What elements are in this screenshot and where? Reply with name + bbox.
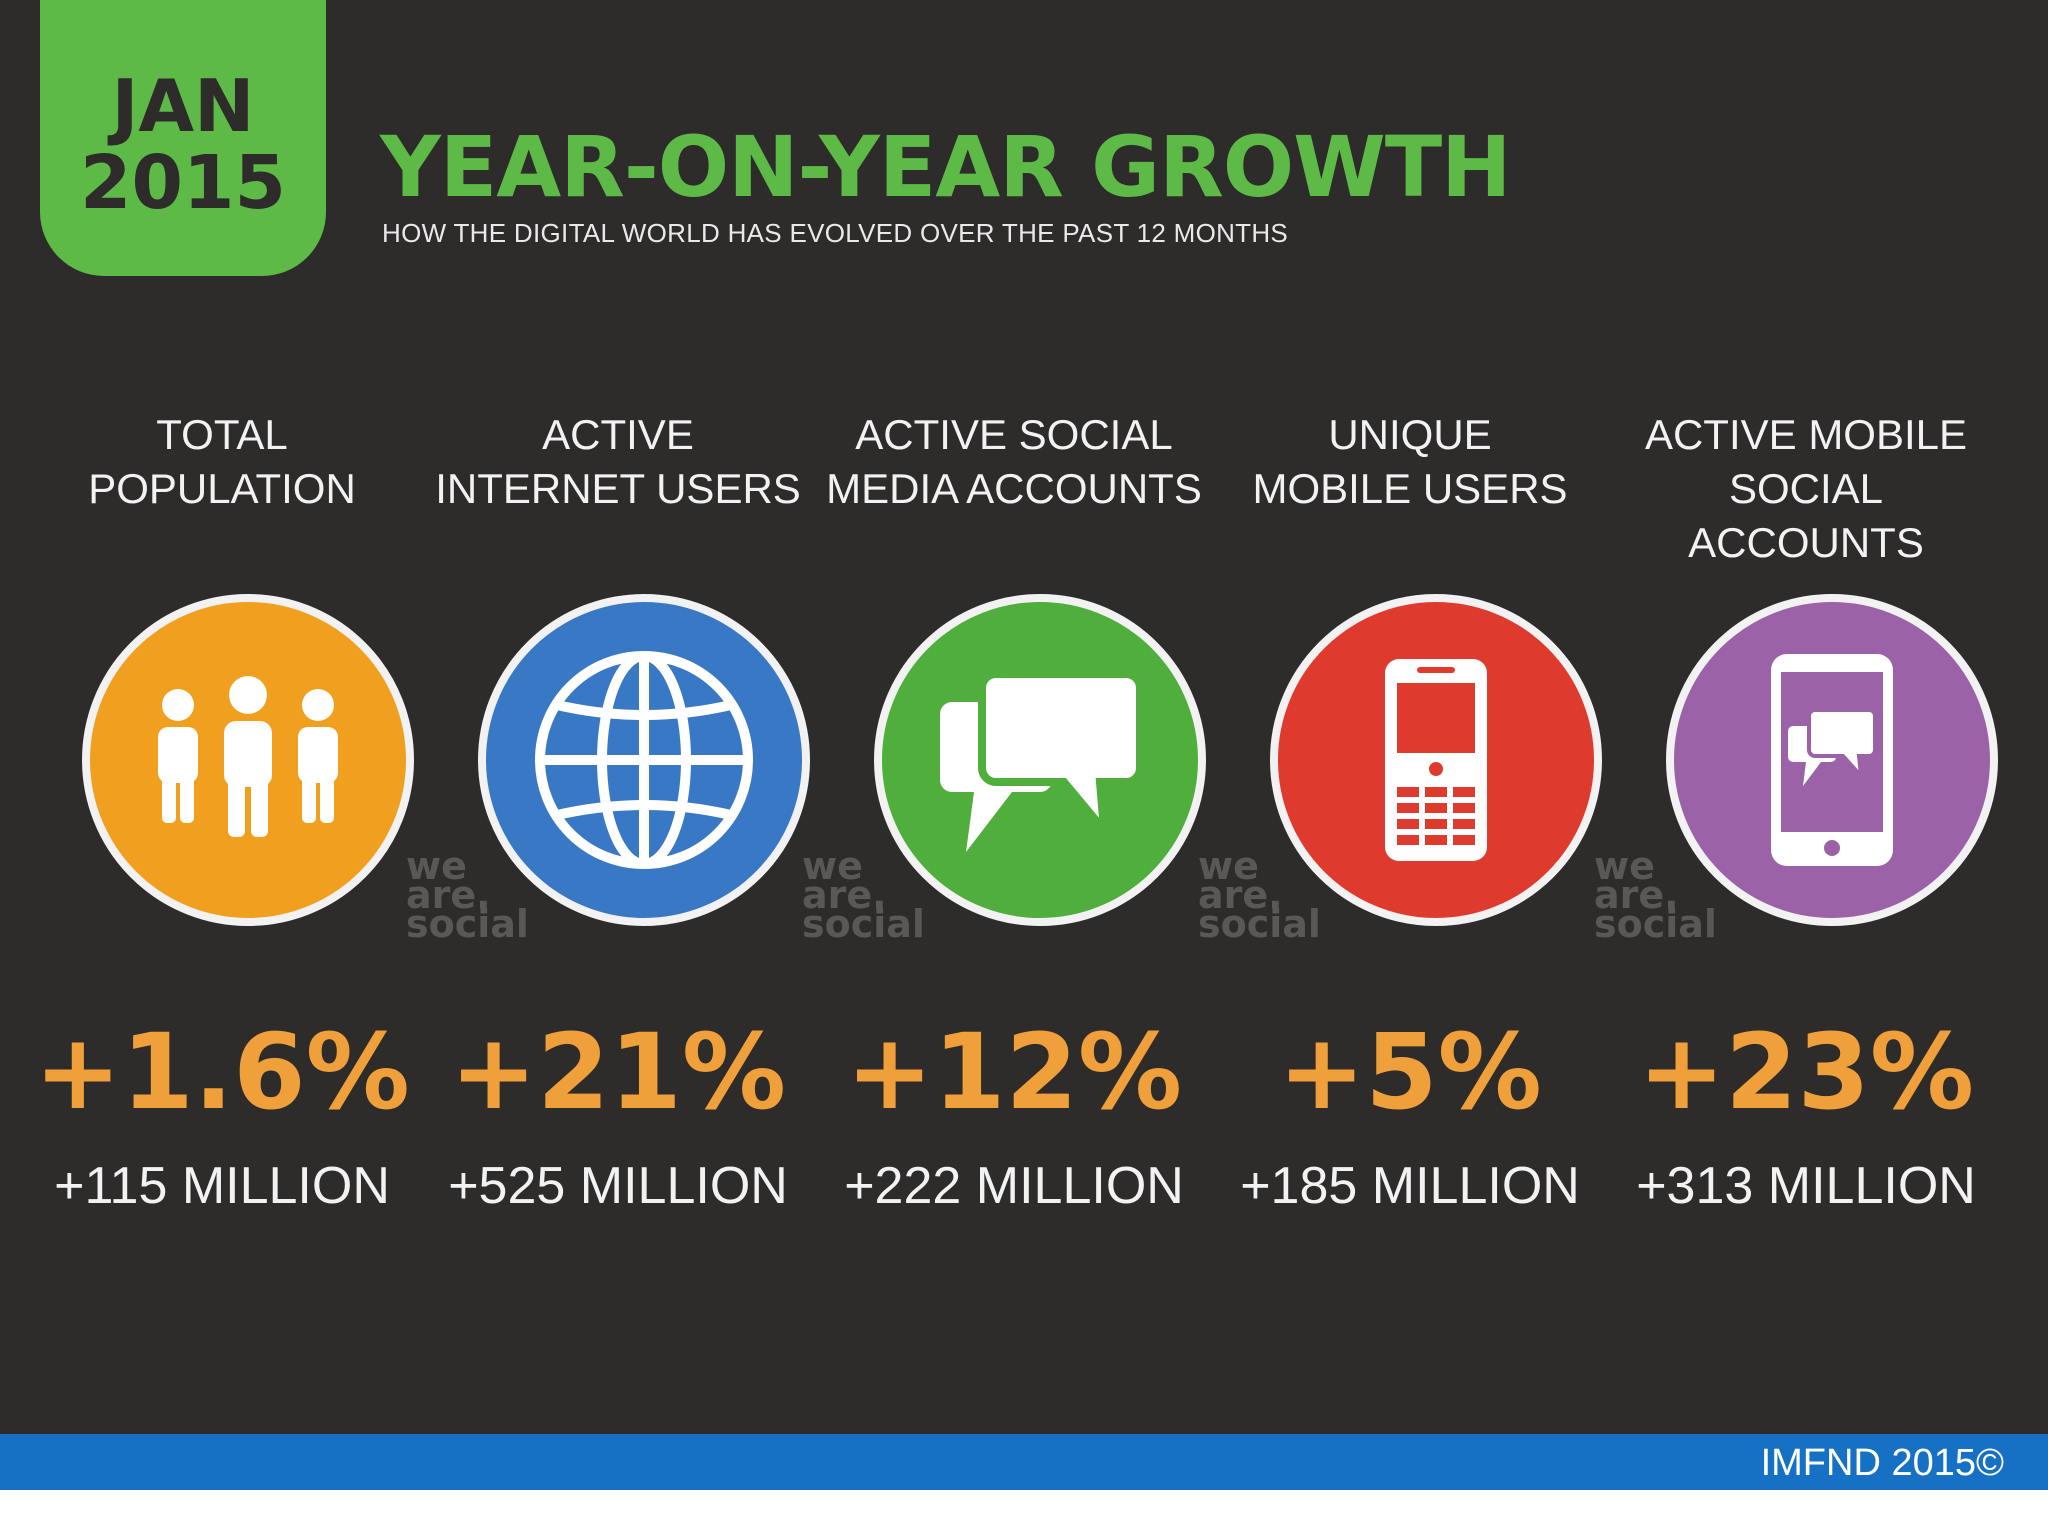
- footer-bar: IMFND 2015©: [0, 1434, 2048, 1490]
- stat-label: ACTIVE INTERNET USERS: [435, 411, 801, 512]
- we-are-social-watermark: we are. social: [802, 844, 925, 946]
- stat-mobile-users: UNIQUE MOBILE USERS we are. social +5% +…: [1212, 400, 1717, 1240]
- date-badge: JAN 2015: [40, 0, 326, 276]
- stat-label: UNIQUE MOBILE USERS: [1252, 411, 1568, 512]
- stat-mobile-social-accounts: ACTIVE MOBILE SOCIAL ACCOUNTS +23% +313 …: [1608, 400, 2004, 1240]
- stat-absolute: +185 MILLION: [1240, 1157, 1580, 1215]
- chat-bubbles-icon: [940, 670, 1144, 852]
- bottom-strip: [0, 1490, 2048, 1536]
- stat-label: TOTAL POPULATION: [88, 411, 356, 512]
- stat-label: ACTIVE SOCIAL MEDIA ACCOUNTS: [826, 411, 1202, 512]
- smartphone-chat-icon: [1771, 654, 1893, 866]
- stat-total-population: TOTAL POPULATION we are. social +1.6% +1…: [24, 400, 529, 1240]
- stat-absolute: +313 MILLION: [1636, 1157, 1976, 1215]
- social-media-circle: [874, 594, 1206, 926]
- stat-social-media-accounts: ACTIVE SOCIAL MEDIA ACCOUNTS we are. soc…: [816, 400, 1321, 1240]
- stat-absolute: +115 MILLION: [54, 1157, 390, 1215]
- stat-percent: +21%: [449, 1011, 787, 1133]
- page-title: YEAR-ON-YEAR GROWTH: [380, 118, 1511, 216]
- badge-year: 2015: [80, 140, 286, 226]
- we-are-social-watermark: we are. social: [1198, 844, 1321, 946]
- stat-internet-users: ACTIVE INTERNET USERS we are. social +21…: [420, 400, 925, 1240]
- stat-absolute: +222 MILLION: [844, 1157, 1184, 1215]
- stat-percent: +1.6%: [34, 1011, 410, 1133]
- internet-circle: [478, 594, 810, 926]
- population-circle: [82, 594, 414, 926]
- people-icon: [158, 676, 338, 837]
- footer-copyright: IMFND 2015©: [1760, 1442, 2004, 1484]
- page-subtitle: HOW THE DIGITAL WORLD HAS EVOLVED OVER T…: [382, 218, 1289, 248]
- stat-percent: +5%: [1278, 1011, 1542, 1133]
- stats-row: TOTAL POPULATION we are. social +1.6% +1…: [0, 400, 2048, 1240]
- mobile-users-circle: [1270, 594, 1602, 926]
- stat-label: ACTIVE MOBILE SOCIAL ACCOUNTS: [1644, 411, 1968, 566]
- stat-absolute: +525 MILLION: [448, 1157, 788, 1215]
- badge-month: JAN: [111, 64, 255, 148]
- stat-percent: +23%: [1637, 1011, 1975, 1133]
- globe-icon: [535, 651, 753, 869]
- mobile-social-circle: [1666, 594, 1998, 926]
- stat-percent: +12%: [845, 1011, 1183, 1133]
- mobile-phone-icon: [1385, 659, 1487, 861]
- we-are-social-watermark: we are. social: [1594, 844, 1717, 946]
- we-are-social-watermark: we are. social: [406, 844, 529, 946]
